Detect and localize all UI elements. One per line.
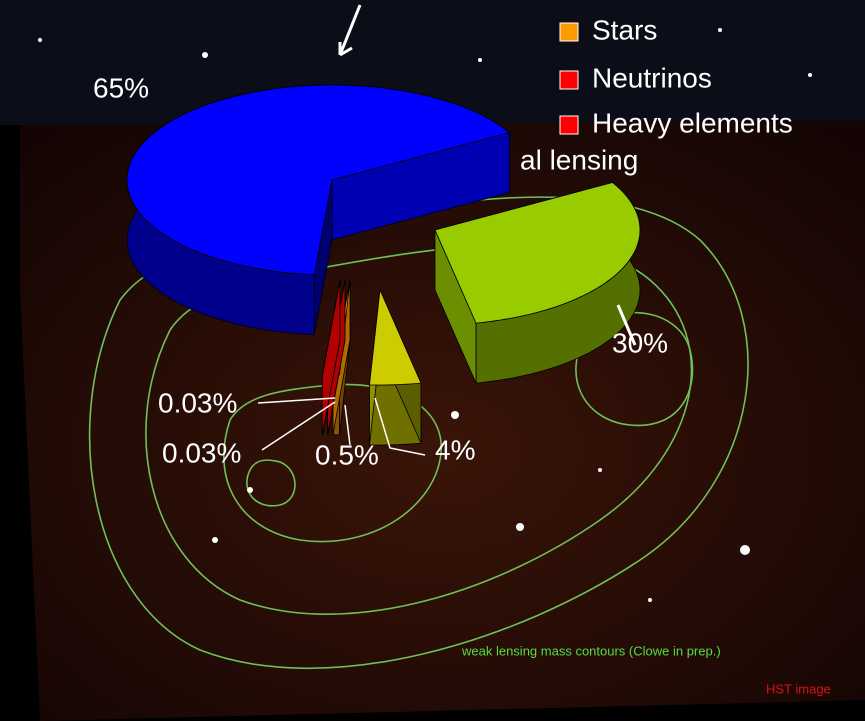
value-label: 65% [93, 72, 149, 103]
leader-lines [257, 4, 637, 456]
legend-swatch [559, 115, 579, 135]
legend-label: Stars [592, 14, 657, 45]
legend-swatch [559, 70, 579, 90]
legend-label: Heavy elements [592, 107, 793, 138]
slice [126, 84, 511, 276]
annotation: weak lensing mass contours (Clowe in pre… [461, 643, 721, 658]
legend-swatch [559, 22, 579, 42]
value-label: 0.03% [158, 387, 237, 418]
slice [321, 279, 341, 376]
legend-label: Neutrinos [592, 62, 712, 93]
annotation: al lensing [520, 144, 638, 175]
stars [38, 28, 812, 602]
value-label: 0.5% [315, 439, 379, 470]
value-label: 30% [612, 327, 668, 358]
annotation: HST image [766, 681, 831, 696]
pie [126, 84, 641, 446]
value-label: 4% [435, 434, 475, 465]
slice [369, 288, 422, 386]
value-label: 0.03% [162, 437, 241, 468]
slice [434, 182, 641, 324]
